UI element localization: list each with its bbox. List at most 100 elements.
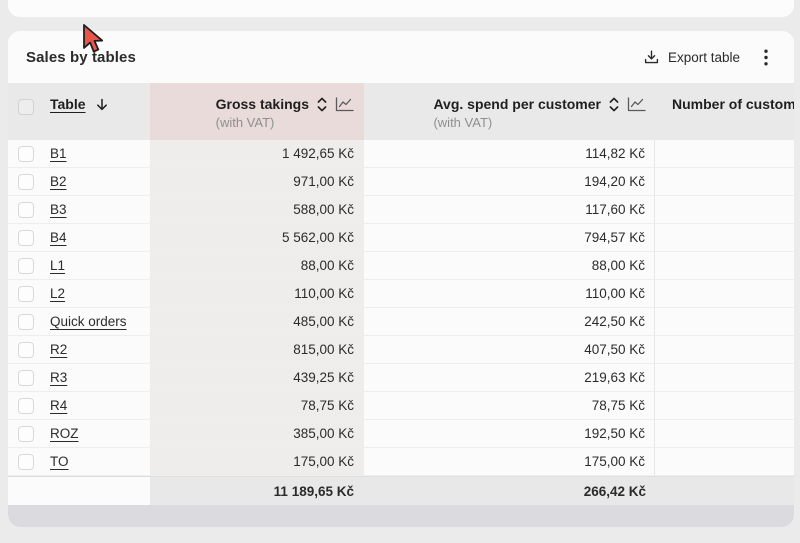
export-table-label: Export table xyxy=(667,49,740,65)
customers-cell xyxy=(655,392,794,419)
gross-takings-cell: 110,00 Kč xyxy=(150,280,364,307)
totals-customers xyxy=(655,477,794,505)
column-subheader-avg: (with VAT) xyxy=(433,115,493,130)
avg-spend-cell: 88,00 Kč xyxy=(364,252,655,279)
table-row: R2 815,00 Kč 407,50 Kč xyxy=(8,336,794,364)
gross-takings-cell: 385,00 Kč xyxy=(150,420,364,447)
row-checkbox[interactable] xyxy=(18,313,34,330)
gross-takings-cell: 588,00 Kč xyxy=(150,196,364,223)
avg-spend-cell: 242,50 Kč xyxy=(364,308,655,335)
table-name-link[interactable]: L2 xyxy=(50,286,66,301)
row-checkbox[interactable] xyxy=(18,257,34,274)
gross-takings-cell: 175,00 Kč xyxy=(150,448,364,475)
table-name-link[interactable]: Quick orders xyxy=(50,314,127,329)
avg-spend-cell: 192,50 Kč xyxy=(364,420,655,447)
table-name-link[interactable]: B2 xyxy=(50,174,67,189)
table-name-link[interactable]: B3 xyxy=(50,202,67,217)
customers-cell xyxy=(655,336,794,363)
table-name-link[interactable]: ROZ xyxy=(50,426,79,441)
customers-cell xyxy=(655,196,794,223)
customers-cell xyxy=(655,140,794,167)
table-row: B4 5 562,00 Kč 794,57 Kč xyxy=(8,224,794,252)
table-header-row: Table Gross takings xyxy=(8,83,794,140)
page-title: Sales by tables xyxy=(26,48,136,66)
avg-spend-cell: 175,00 Kč xyxy=(364,448,655,475)
row-checkbox[interactable] xyxy=(18,285,34,302)
gross-takings-cell: 1 492,65 Kč xyxy=(150,140,364,167)
chart-icon[interactable] xyxy=(335,96,354,112)
row-checkbox[interactable] xyxy=(18,145,34,162)
totals-avg-spend: 266,42 Kč xyxy=(364,477,655,505)
customers-cell xyxy=(655,448,794,475)
table-name-link[interactable]: B4 xyxy=(50,230,67,245)
avg-spend-cell: 117,60 Kč xyxy=(364,196,655,223)
download-icon xyxy=(643,49,660,66)
table-row: B2 971,00 Kč 194,20 Kč xyxy=(8,168,794,196)
header-actions: Export table xyxy=(643,45,778,69)
totals-gross-takings: 11 189,65 Kč xyxy=(150,477,364,505)
gross-takings-cell: 78,75 Kč xyxy=(150,392,364,419)
customers-cell xyxy=(655,168,794,195)
avg-spend-cell: 114,82 Kč xyxy=(364,140,655,167)
table-row: L1 88,00 Kč 88,00 Kč xyxy=(8,252,794,280)
avg-spend-cell: 407,50 Kč xyxy=(364,336,655,363)
table-name-link[interactable]: TO xyxy=(50,454,69,469)
table-row: ROZ 385,00 Kč 192,50 Kč xyxy=(8,420,794,448)
gross-takings-cell: 485,00 Kč xyxy=(150,308,364,335)
avg-spend-cell: 78,75 Kč xyxy=(364,392,655,419)
row-checkbox[interactable] xyxy=(18,453,34,470)
customers-cell xyxy=(655,308,794,335)
gross-takings-cell: 88,00 Kč xyxy=(150,252,364,279)
row-checkbox[interactable] xyxy=(18,341,34,358)
gross-takings-cell: 971,00 Kč xyxy=(150,168,364,195)
table-row: R4 78,75 Kč 78,75 Kč xyxy=(8,392,794,420)
customers-cell xyxy=(655,364,794,391)
customers-cell xyxy=(655,420,794,447)
table-name-link[interactable]: B1 xyxy=(50,146,67,161)
export-table-button[interactable]: Export table xyxy=(643,49,740,66)
column-header-avg-spend: Avg. spend per customer xyxy=(433,96,601,112)
table-row: Quick orders 485,00 Kč 242,50 Kč xyxy=(8,308,794,336)
row-checkbox[interactable] xyxy=(18,229,34,246)
previous-card-edge xyxy=(8,0,794,17)
table-row: B1 1 492,65 Kč 114,82 Kč xyxy=(8,140,794,168)
table-name-link[interactable]: R4 xyxy=(50,398,68,413)
avg-spend-cell: 194,20 Kč xyxy=(364,168,655,195)
table-row: L2 110,00 Kč 110,00 Kč xyxy=(8,280,794,308)
horizontal-scrollbar[interactable] xyxy=(8,505,794,527)
gross-takings-cell: 5 562,00 Kč xyxy=(150,224,364,251)
row-checkbox[interactable] xyxy=(18,201,34,218)
row-checkbox[interactable] xyxy=(18,397,34,414)
select-all-checkbox[interactable] xyxy=(18,99,34,115)
table-row: TO 175,00 Kč 175,00 Kč xyxy=(8,448,794,476)
customers-cell xyxy=(655,252,794,279)
table-body: B1 1 492,65 Kč 114,82 Kč B2 971,00 Kč 19… xyxy=(8,140,794,476)
column-header-customers: Number of customers xyxy=(672,96,794,112)
table-row: B3 588,00 Kč 117,60 Kč xyxy=(8,196,794,224)
column-header-gross-takings: Gross takings xyxy=(215,96,309,112)
kebab-menu-icon[interactable] xyxy=(754,45,778,69)
row-checkbox[interactable] xyxy=(18,173,34,190)
avg-spend-cell: 219,63 Kč xyxy=(364,364,655,391)
gross-takings-cell: 815,00 Kč xyxy=(150,336,364,363)
column-subheader-gross: (with VAT) xyxy=(215,115,275,130)
customers-cell xyxy=(655,224,794,251)
card-header: Sales by tables Export table xyxy=(8,31,794,83)
table-name-link[interactable]: R2 xyxy=(50,342,68,357)
sort-toggle-icon[interactable] xyxy=(316,97,328,112)
sort-descending-icon[interactable] xyxy=(95,97,109,112)
table-name-link[interactable]: R3 xyxy=(50,370,68,385)
column-header-table[interactable]: Table xyxy=(50,96,86,112)
avg-spend-cell: 794,57 Kč xyxy=(364,224,655,251)
gross-takings-cell: 439,25 Kč xyxy=(150,364,364,391)
table-row: R3 439,25 Kč 219,63 Kč xyxy=(8,364,794,392)
chart-icon[interactable] xyxy=(627,96,646,112)
row-checkbox[interactable] xyxy=(18,369,34,386)
row-checkbox[interactable] xyxy=(18,425,34,442)
table-name-link[interactable]: L1 xyxy=(50,258,66,273)
totals-row: 11 189,65 Kč 266,42 Kč xyxy=(8,476,794,505)
customers-cell xyxy=(655,280,794,307)
sales-by-tables-card: Sales by tables Export table xyxy=(8,31,794,527)
sort-toggle-icon[interactable] xyxy=(608,97,620,112)
